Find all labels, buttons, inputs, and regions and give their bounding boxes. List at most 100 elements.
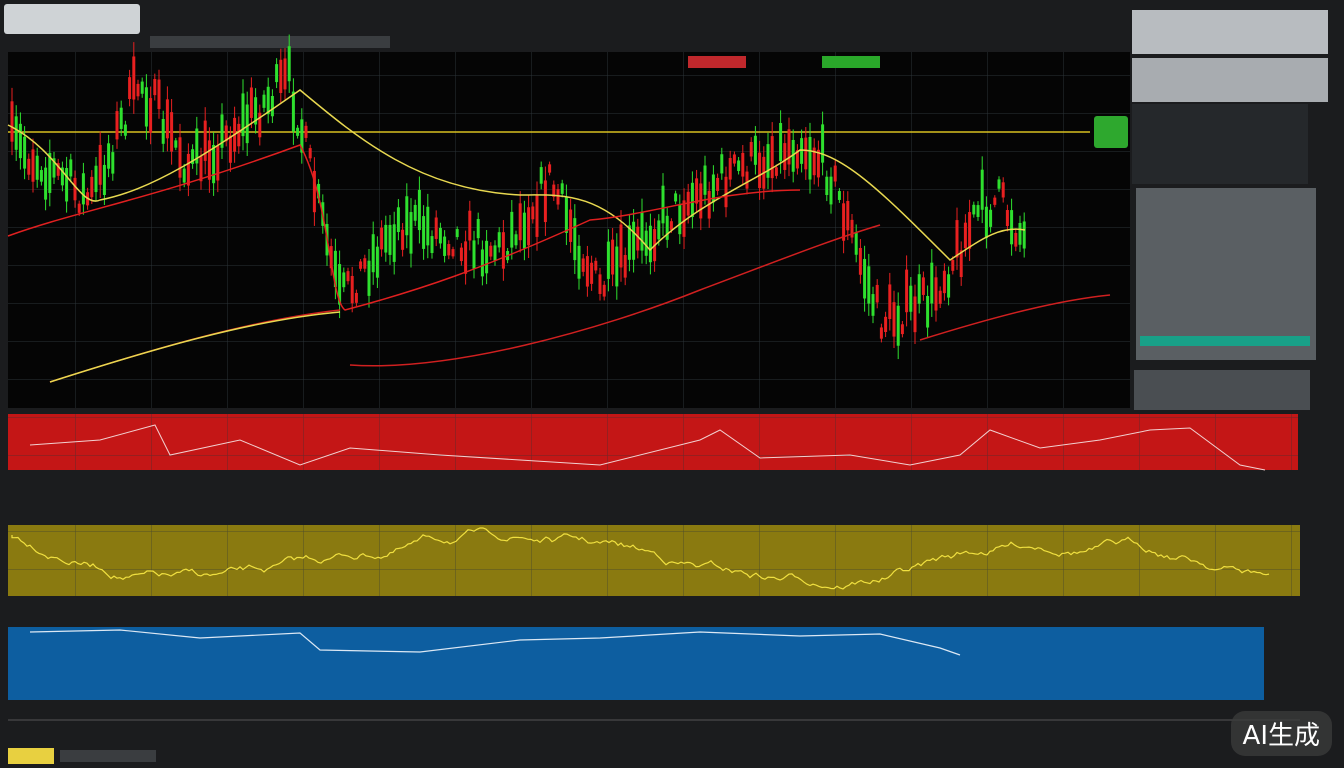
candle-body (388, 224, 392, 255)
candle-body (543, 180, 547, 223)
candle-body (237, 123, 241, 147)
moving-average-fast (7, 89, 1026, 261)
candle-body (577, 245, 581, 279)
candle-body (443, 236, 447, 256)
candle-body (648, 225, 652, 263)
candle-body (527, 207, 531, 246)
candle-body (842, 203, 846, 241)
candle-body (951, 259, 955, 271)
indicator-blue-line (29, 629, 961, 656)
candle-body (510, 211, 514, 248)
candle-body (522, 212, 526, 249)
candle-body (955, 220, 959, 258)
moving-average-mid (7, 144, 801, 311)
indicator-red-line (29, 424, 1266, 471)
toolbar-tab[interactable] (4, 4, 140, 34)
candle-body (724, 176, 728, 208)
candle-body (821, 124, 825, 163)
status-button[interactable] (8, 748, 54, 764)
candle-body (136, 83, 140, 97)
side-panel-3 (1132, 104, 1308, 184)
candle-body (552, 184, 556, 197)
candle-body (422, 216, 426, 249)
candle-body (720, 154, 724, 174)
candle-body (774, 167, 778, 176)
candle-body (1005, 210, 1009, 227)
candle-body (858, 247, 862, 275)
candle-body (476, 219, 480, 239)
candle-body (153, 78, 157, 96)
candle-body (850, 219, 854, 238)
candle-body (81, 173, 85, 205)
candle-body (942, 270, 946, 294)
candle-body (497, 232, 501, 248)
candle-body (350, 275, 354, 304)
candle-body (548, 164, 552, 173)
candle-body (808, 136, 812, 180)
candle-body (98, 144, 102, 185)
candle-body (753, 135, 757, 165)
candle-body (615, 246, 619, 287)
indicator-red-grid (8, 414, 1298, 470)
candle-body (972, 204, 976, 215)
candle-body (875, 284, 879, 303)
candle-body (203, 120, 207, 161)
candle-body (829, 176, 833, 205)
candle-body (417, 189, 421, 231)
candle-body (867, 266, 871, 304)
candle-body (997, 179, 1001, 189)
candle-body (560, 183, 564, 194)
watermark: AI生成 (1230, 711, 1332, 756)
candle-body (716, 177, 720, 191)
candle-body (892, 302, 896, 337)
candle-body (149, 98, 153, 133)
candle-body (39, 170, 43, 182)
candle-body (94, 165, 98, 193)
side-panel-top (1132, 10, 1328, 54)
candle-body (405, 196, 409, 236)
candle-body (18, 123, 22, 159)
candle-body (619, 224, 623, 268)
candle-body (77, 203, 81, 213)
candle-body (480, 249, 484, 277)
candle-body (56, 163, 60, 176)
candle-body (791, 139, 795, 172)
indicator-blue (8, 627, 1264, 700)
candle-body (938, 290, 942, 304)
candle-body (644, 230, 648, 256)
candle-body (111, 152, 115, 174)
candle-body (804, 137, 808, 170)
candle-body (304, 125, 308, 138)
candle-body (123, 124, 127, 136)
candle-body (455, 229, 459, 238)
candle-body (1014, 232, 1018, 247)
candle-body (993, 197, 997, 205)
candle-body (976, 205, 980, 217)
candle-body (749, 142, 753, 157)
candle-body (308, 148, 312, 159)
candle-body (745, 171, 749, 189)
candle-body (212, 144, 216, 184)
candle-body (690, 182, 694, 218)
candle-body (275, 64, 279, 83)
candle-body (518, 203, 522, 241)
candle-body (963, 222, 967, 249)
candle-body (170, 112, 174, 152)
candle-body (640, 211, 644, 251)
candle-body (959, 250, 963, 278)
candle-body (531, 206, 535, 220)
candle-body (409, 212, 413, 254)
candle-body (711, 174, 715, 203)
candle-body (73, 177, 77, 201)
candle-body (674, 193, 678, 202)
candle-body (779, 122, 783, 162)
candle-body (968, 212, 972, 249)
candle-body (825, 176, 829, 195)
candle-body (728, 158, 732, 180)
candle-body (228, 135, 232, 163)
candles (10, 34, 1026, 360)
candle-body (695, 178, 699, 204)
candle-body (367, 260, 371, 296)
candle-body (380, 227, 384, 250)
candle-body (816, 149, 820, 178)
